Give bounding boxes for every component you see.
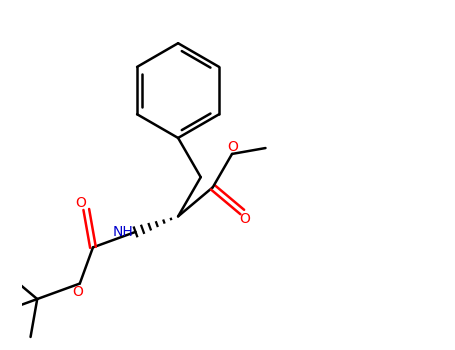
Text: O: O [75,196,86,210]
Text: O: O [72,285,83,299]
Text: O: O [228,140,238,154]
Text: NH: NH [113,225,133,239]
Text: O: O [239,212,250,226]
